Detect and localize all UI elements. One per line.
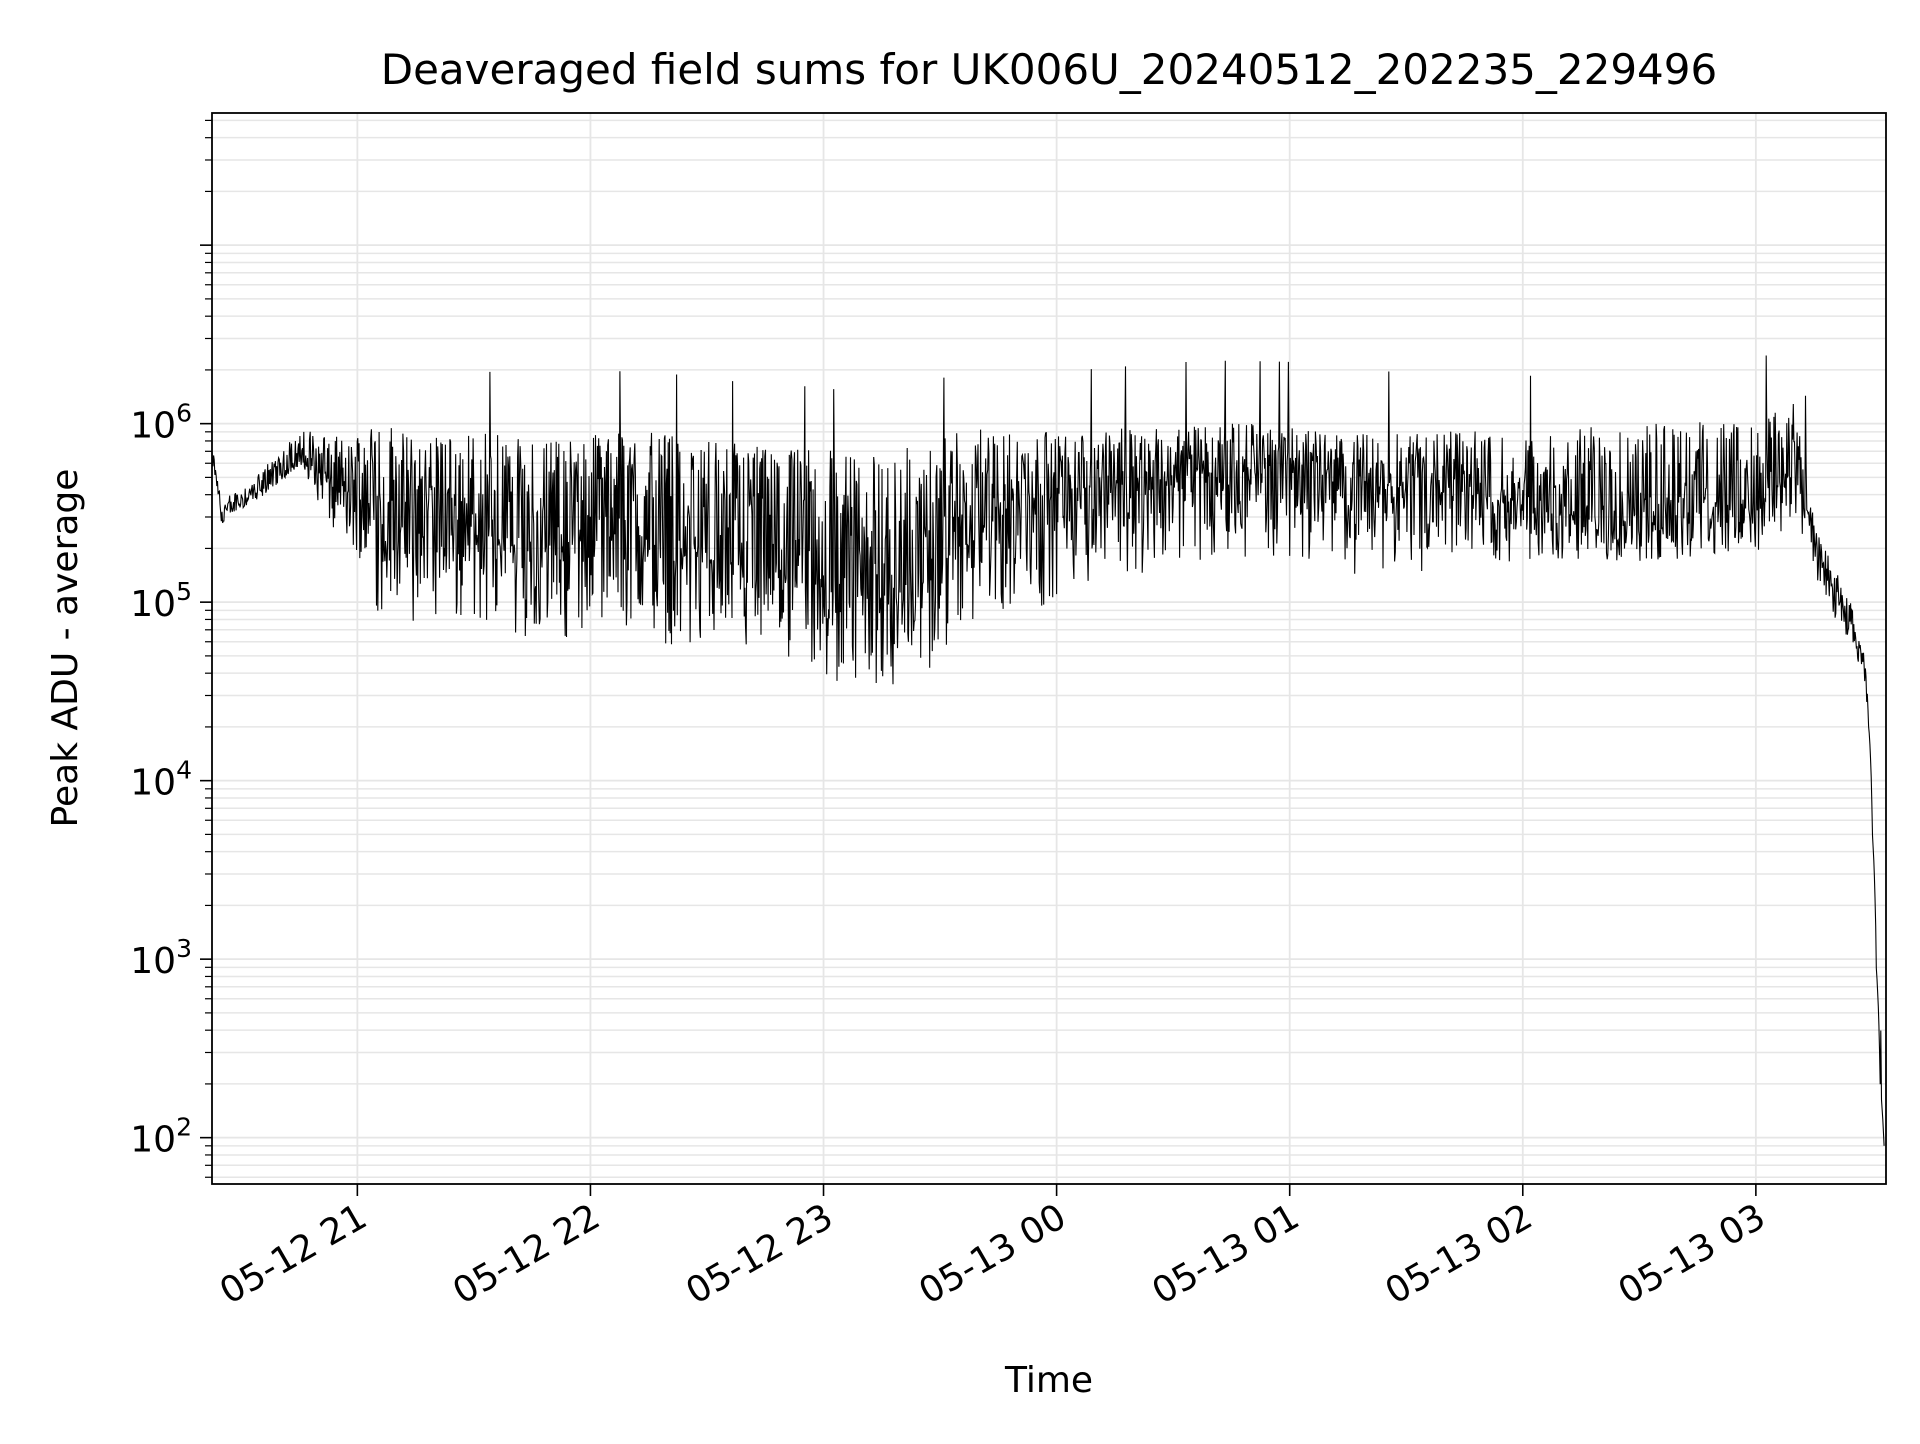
plot-frame	[211, 112, 1887, 1185]
y-axis-ticks: 102 103 104 105 106	[130, 399, 192, 1161]
y-tick-label: 106	[130, 399, 192, 447]
y-tick-label: 102	[130, 1113, 192, 1161]
y-tick-label: 105	[130, 577, 192, 625]
y-minor-ticks	[200, 119, 212, 1178]
y-tick-label: 103	[130, 934, 192, 982]
y-axis-label: Peak ADU - average	[45, 469, 86, 828]
y-tick-label: 104	[130, 756, 192, 804]
chart-title: Deaveraged field sums for UK006U_2024051…	[381, 45, 1717, 94]
grid	[212, 113, 1886, 1184]
data-line	[212, 355, 1885, 1146]
x-axis-label: Time	[1004, 1360, 1093, 1401]
plot-area	[212, 355, 1885, 1146]
